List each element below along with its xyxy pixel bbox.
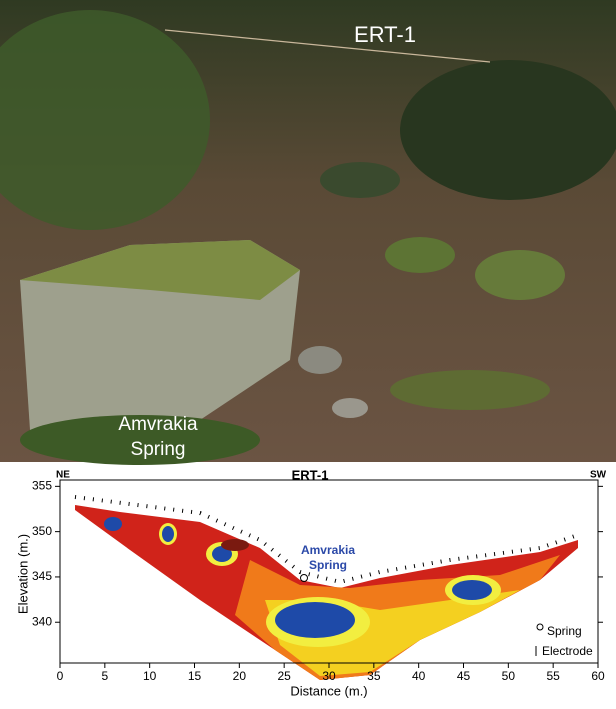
y-axis-label: Elevation (m.) bbox=[15, 534, 30, 614]
x-tick-label: 25 bbox=[277, 669, 291, 683]
photo-spring-label: Amvrakia bbox=[118, 414, 198, 435]
x-axis-label: Distance (m.) bbox=[290, 683, 367, 698]
spring-annotation: Spring bbox=[309, 558, 347, 572]
y-tick-label: 355 bbox=[32, 479, 52, 493]
x-tick-label: 35 bbox=[367, 669, 381, 683]
x-tick-label: 20 bbox=[233, 669, 247, 683]
chart-title: ERT-1 bbox=[292, 467, 329, 482]
x-tick-label: 5 bbox=[101, 669, 108, 683]
x-tick-label: 0 bbox=[57, 669, 64, 683]
y-tick-label: 340 bbox=[32, 614, 52, 628]
photo-label: ERT-1 bbox=[354, 22, 416, 47]
x-tick-label: 30 bbox=[322, 669, 336, 683]
photo-spring-label: Spring bbox=[131, 439, 186, 460]
end-label: NE bbox=[56, 470, 70, 481]
end-label: SW bbox=[590, 470, 607, 481]
x-tick-label: 10 bbox=[143, 669, 157, 683]
x-tick-label: 15 bbox=[188, 669, 202, 683]
resistivity-section bbox=[74, 495, 579, 680]
x-tick-label: 55 bbox=[546, 669, 560, 683]
legend-label: Electrode bbox=[542, 644, 593, 658]
spring-annotation: Amvrakia bbox=[301, 543, 355, 557]
legend-label: Spring bbox=[547, 624, 582, 638]
y-tick-label: 345 bbox=[32, 569, 52, 583]
x-tick-label: 45 bbox=[457, 669, 471, 683]
y-tick-label: 350 bbox=[32, 524, 52, 538]
x-tick-label: 50 bbox=[502, 669, 516, 683]
x-tick-label: 40 bbox=[412, 669, 426, 683]
x-tick-label: 60 bbox=[591, 669, 605, 683]
photo: ERT-1 Amvrakia Spring bbox=[0, 0, 616, 465]
